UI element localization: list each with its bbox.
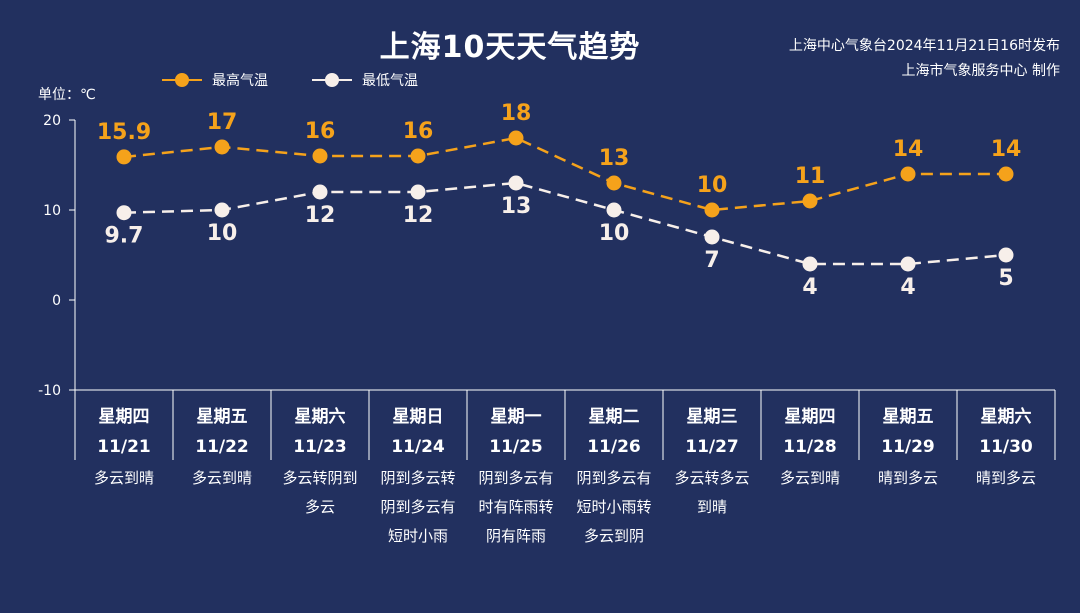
legend-high-label: 最高气温 — [212, 73, 268, 89]
weather-label: 多云转阴到 — [282, 469, 357, 487]
data-point-low — [508, 175, 524, 191]
publisher-info: 上海中心气象台2024年11月21日16时发布 上海市气象服务中心 制作 — [789, 34, 1060, 84]
legend-item-low: 最低气温 — [312, 70, 418, 90]
series-line-low — [123, 181, 1007, 266]
weather-label: 时有阵雨转 — [478, 498, 553, 516]
weather-label: 阴到多云有 — [478, 469, 553, 487]
date-label: 11/28 — [783, 437, 837, 457]
weekday-label: 星期六 — [981, 406, 1032, 427]
weather-label: 多云到阴 — [584, 527, 644, 545]
weekday-label: 星期五 — [197, 407, 248, 427]
weekday-label: 星期五 — [883, 407, 934, 427]
data-point-high — [312, 148, 328, 164]
data-point-low — [410, 184, 426, 200]
weather-label: 短时小雨 — [388, 527, 448, 545]
data-point-low — [900, 256, 916, 272]
data-point-high — [116, 149, 132, 165]
data-label-high: 14 — [893, 137, 924, 162]
weather-label: 短时小雨转 — [576, 498, 651, 516]
data-point-high — [900, 166, 916, 182]
y-tick-label: 20 — [43, 113, 61, 129]
data-point-high — [606, 175, 622, 191]
weather-label: 阴有阵雨 — [486, 527, 546, 545]
date-label: 11/30 — [979, 437, 1033, 457]
weather-label: 晴到多云 — [976, 469, 1036, 487]
producer: 上海市气象服务中心 制作 — [901, 63, 1060, 79]
weather-label: 阴到多云有 — [380, 498, 455, 516]
date-label: 11/29 — [881, 437, 935, 457]
weather-label: 多云到晴 — [94, 469, 154, 487]
y-tick-label: -10 — [38, 383, 61, 399]
data-point-low — [998, 247, 1014, 263]
date-label: 11/25 — [489, 437, 543, 457]
weekday-label: 星期一 — [491, 407, 542, 427]
date-label: 11/22 — [195, 437, 249, 457]
data-label-high: 14 — [991, 137, 1022, 162]
data-point-high — [508, 130, 524, 146]
data-point-low — [802, 256, 818, 272]
weekday-label: 星期日 — [393, 407, 444, 427]
weather-label: 多云 — [305, 498, 335, 516]
data-label-high: 15.9 — [97, 120, 151, 145]
publish-time: 上海中心气象台2024年11月21日16时发布 — [788, 38, 1060, 54]
date-label: 11/23 — [293, 437, 347, 457]
data-label-low: 12 — [403, 203, 434, 228]
data-point-high — [214, 139, 230, 155]
data-point-high — [410, 148, 426, 164]
weather-label: 多云到晴 — [192, 469, 252, 487]
data-label-low: 4 — [900, 275, 915, 300]
date-label: 11/24 — [391, 437, 445, 457]
weather-label: 阴到多云有 — [576, 469, 651, 487]
data-label-high: 13 — [599, 146, 630, 171]
series-line-high — [123, 136, 1006, 212]
weather-label: 到晴 — [697, 498, 727, 516]
date-label: 11/26 — [587, 437, 641, 457]
data-label-high: 11 — [795, 164, 826, 189]
weekday-label: 星期四 — [99, 407, 150, 427]
data-label-high: 18 — [501, 101, 532, 126]
weekday-label: 星期三 — [687, 407, 738, 427]
legend-low-marker — [312, 73, 352, 87]
y-tick-label: 10 — [43, 203, 61, 219]
weekday-label: 星期四 — [785, 407, 836, 427]
unit-label: 单位：℃ — [38, 87, 96, 103]
legend: 最高气温 最低气温 — [162, 70, 418, 90]
data-label-low: 7 — [704, 248, 719, 273]
legend-item-high: 最高气温 — [162, 70, 268, 90]
weather-label: 多云到晴 — [780, 469, 840, 487]
data-point-high — [998, 166, 1014, 182]
data-label-high: 17 — [207, 110, 238, 135]
data-point-low — [606, 202, 622, 218]
weather-label: 阴到多云转 — [380, 469, 455, 487]
data-label-high: 16 — [305, 119, 336, 144]
data-point-low — [704, 229, 720, 245]
data-label-low: 5 — [998, 266, 1013, 291]
weather-label: 多云转多云 — [674, 469, 749, 487]
weather-label: 晴到多云 — [878, 469, 938, 487]
data-label-low: 9.7 — [105, 224, 144, 249]
data-point-high — [704, 202, 720, 218]
data-label-low: 13 — [501, 194, 532, 219]
date-label: 11/27 — [685, 437, 739, 457]
data-point-high — [802, 193, 818, 209]
data-label-high: 10 — [697, 173, 728, 198]
data-label-high: 16 — [403, 119, 434, 144]
weekday-label: 星期二 — [589, 407, 640, 427]
data-point-low — [312, 184, 328, 200]
data-point-low — [116, 205, 132, 221]
data-point-low — [214, 202, 230, 218]
legend-high-marker — [162, 73, 202, 87]
data-label-low: 12 — [305, 203, 336, 228]
data-label-low: 10 — [599, 221, 630, 246]
data-label-low: 4 — [802, 275, 817, 300]
data-label-low: 10 — [207, 221, 238, 246]
y-tick-label: 0 — [52, 293, 61, 309]
chart-title: 上海10天天气趋势 — [379, 30, 641, 65]
weekday-label: 星期六 — [295, 406, 346, 427]
legend-low-label: 最低气温 — [362, 73, 418, 89]
date-label: 11/21 — [97, 437, 151, 457]
